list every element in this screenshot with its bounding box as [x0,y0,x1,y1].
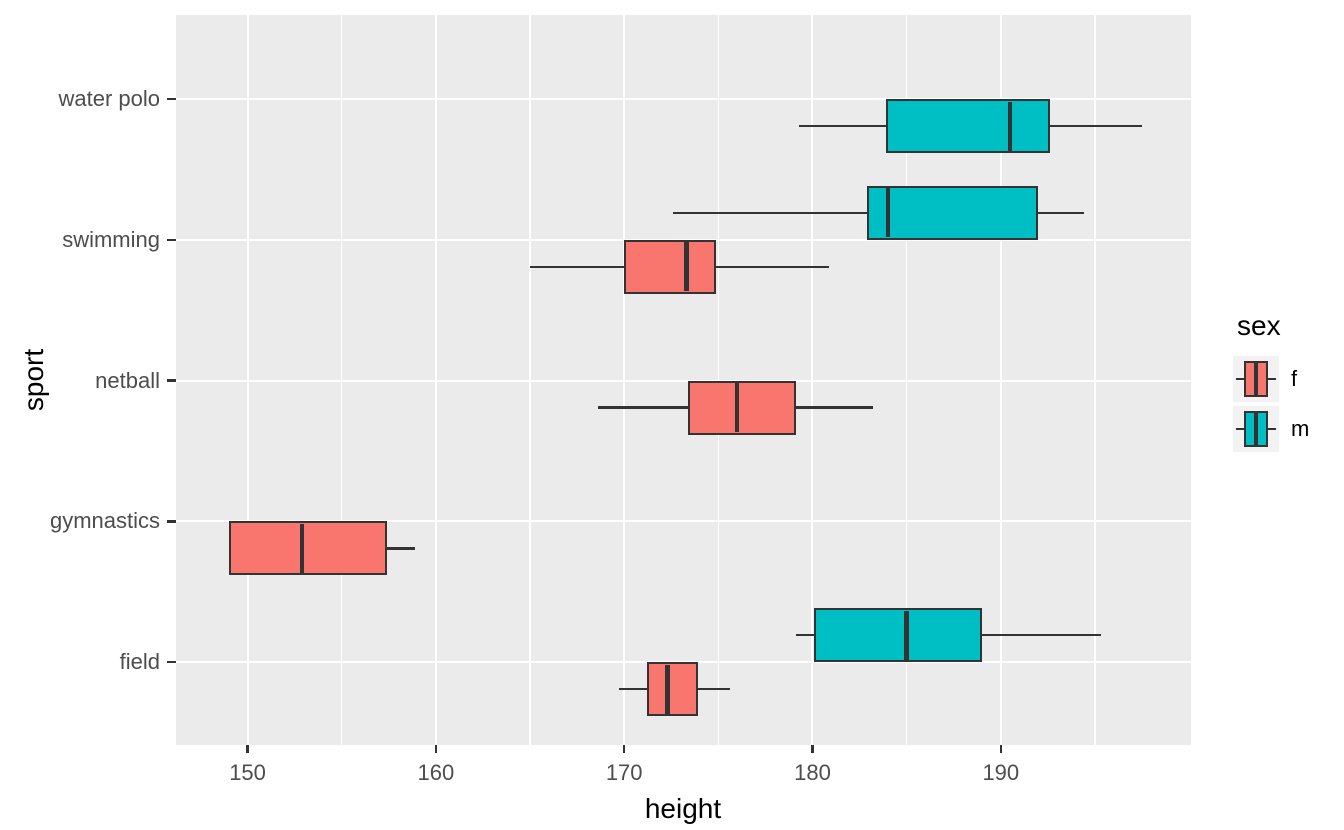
x-tick-mark [622,745,626,753]
boxplot-whisker-low [673,211,869,214]
y-tick-mark [167,520,176,523]
boxplot-median [665,664,670,714]
boxplot-whisker-high [715,265,830,268]
legend-key-m [1233,406,1279,452]
legend-label-f: f [1291,366,1298,391]
boxplot-whisker-high [385,547,416,550]
boxplot-whisker-high [696,687,730,691]
x-tick-label: 170 [605,760,643,785]
boxplot-median [734,383,740,432]
boxplot-whisker-low [799,124,887,128]
legend-entry-m: m [1233,406,1309,452]
boxplot-box-water-polo-m [885,99,1050,153]
gridline-major-y [176,379,1191,382]
legend-key-median [1254,413,1258,445]
x-tick-label: 180 [794,760,831,785]
legend-label-m: m [1291,416,1310,441]
legend-key-median [1254,363,1258,395]
boxplot-whisker-high [1037,211,1084,214]
boxplot-whisker-high [980,633,1101,637]
y-tick-mark [167,660,176,664]
y-tick-label: netball [95,367,160,393]
y-tick-label: field [119,649,160,674]
y-tick-label: swimming [62,226,160,252]
gridline-major-y [176,98,1191,100]
boxplot-box-field-m [814,608,982,662]
boxplot-box-netball-f [688,380,796,435]
x-tick-mark [434,745,438,753]
x-tick-mark [999,745,1003,753]
boxplot-whisker-high [794,406,873,409]
boxplot-median [299,523,305,573]
y-tick-mark [167,238,176,241]
boxplot-whisker-low [530,265,626,268]
boxplot-box-swimming-f [624,239,717,294]
boxplot-box-field-f [646,662,698,716]
y-axis-title: sport [18,348,49,412]
boxplot-whisker-high [1048,124,1143,128]
x-axis-title: height [644,793,722,824]
y-tick-mark [167,97,176,101]
boxplot-box-swimming-m [867,185,1039,240]
legend-key-f [1233,356,1279,402]
boxplot-median [1007,101,1013,151]
boxplot-whisker-low [597,406,690,409]
boxplot-median [684,242,689,292]
y-tick-mark [167,379,176,382]
boxplot-whisker-low [618,687,648,691]
x-tick-mark [246,745,249,753]
y-tick-label: water polo [58,86,160,111]
boxplot-median [904,610,909,660]
x-tick-label: 190 [982,760,1020,785]
x-tick-mark [811,745,814,753]
x-tick-label: 160 [417,760,455,785]
plot-panel [176,15,1191,745]
y-tick-label: gymnastics [49,508,160,534]
x-tick-label: 150 [229,760,266,785]
boxplot-box-gymnastics-f [228,521,387,576]
legend-entry-f: f [1233,356,1309,402]
legend-title: sex [1237,310,1281,341]
gridline-major-y [176,520,1191,523]
boxplot-median [885,188,891,238]
boxplot-whisker-low [795,633,816,637]
